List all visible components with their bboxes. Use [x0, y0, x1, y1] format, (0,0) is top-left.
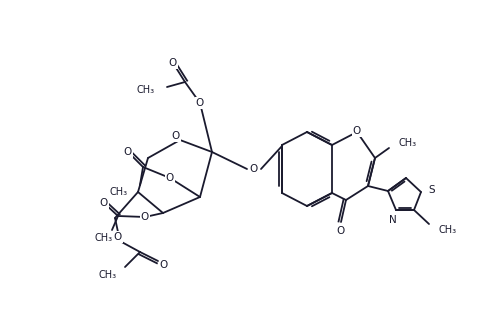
Text: CH₃: CH₃: [137, 85, 155, 95]
Text: CH₃: CH₃: [99, 270, 117, 280]
Text: O: O: [337, 226, 345, 236]
Text: O: O: [169, 58, 177, 68]
Text: O: O: [353, 126, 361, 136]
Text: O: O: [114, 232, 122, 242]
Text: O: O: [141, 212, 149, 222]
Text: N: N: [389, 215, 397, 225]
Text: O: O: [166, 173, 174, 183]
Text: CH₃: CH₃: [95, 233, 113, 243]
Text: O: O: [124, 147, 132, 157]
Text: O: O: [100, 198, 108, 208]
Text: S: S: [428, 185, 435, 195]
Text: CH₃: CH₃: [110, 187, 128, 197]
Text: O: O: [172, 131, 180, 141]
Text: O: O: [250, 164, 258, 174]
Text: O: O: [196, 98, 204, 108]
Text: CH₃: CH₃: [399, 138, 417, 148]
Text: CH₃: CH₃: [439, 225, 457, 235]
Text: O: O: [160, 260, 168, 270]
